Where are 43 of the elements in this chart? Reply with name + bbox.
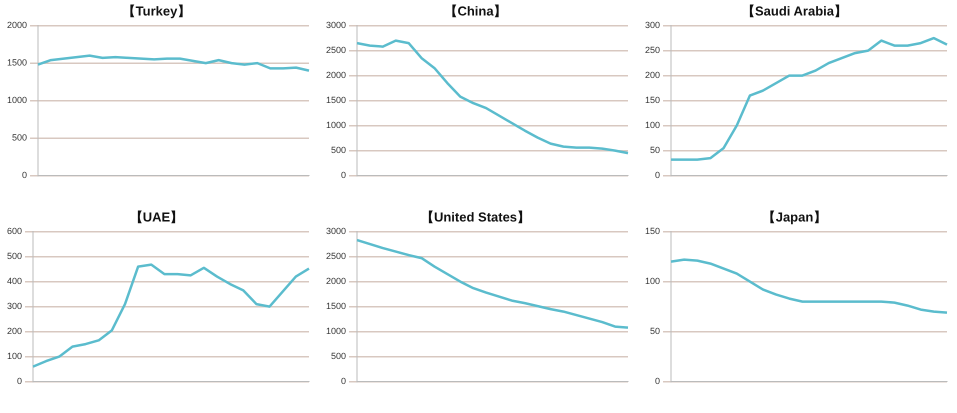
chart-title: 【United States】 [420, 209, 530, 224]
y-tick-label: 500 [330, 145, 346, 156]
y-tick-label: 2000 [6, 20, 28, 30]
y-tick-label: 400 [6, 276, 22, 286]
y-tick-label: 500 [12, 132, 28, 143]
chart-title: 【Saudi Arabia】 [742, 3, 847, 18]
y-tick-label: 1500 [326, 301, 346, 312]
y-tick-label: 100 [644, 120, 660, 130]
y-tick-label: 200 [644, 70, 660, 80]
y-tick-label: 50 [650, 145, 660, 156]
y-tick-label: 1000 [326, 120, 346, 130]
y-tick-label: 600 [6, 226, 22, 236]
y-tick-label: 0 [22, 170, 28, 180]
y-tick-label: 2500 [326, 45, 346, 56]
y-tick-label: 0 [341, 376, 346, 386]
y-tick-label: 1000 [6, 95, 28, 106]
y-tick-label: 1500 [6, 58, 28, 68]
y-tick-label: 1500 [326, 95, 346, 106]
y-tick-label: 300 [644, 20, 660, 30]
y-tick-label: 200 [6, 326, 22, 336]
y-tick-label: 2500 [326, 251, 346, 262]
y-tick-label: 150 [644, 226, 660, 236]
y-tick-label: 150 [644, 95, 660, 106]
y-tick-label: 2000 [326, 70, 346, 80]
y-tick-label: 0 [655, 170, 660, 180]
chart-title: 【China】 [444, 3, 507, 18]
y-tick-label: 2000 [326, 276, 346, 286]
y-tick-label: 1000 [326, 326, 346, 336]
chart-title: 【Turkey】 [122, 3, 190, 18]
y-tick-label: 100 [6, 351, 22, 362]
y-tick-label: 500 [6, 251, 22, 262]
y-tick-label: 0 [17, 376, 22, 386]
chart-title: 【Japan】 [762, 209, 826, 224]
y-tick-label: 100 [644, 276, 660, 286]
y-tick-label: 50 [650, 326, 660, 336]
y-tick-label: 0 [655, 376, 660, 386]
y-tick-label: 0 [341, 170, 346, 180]
y-tick-label: 250 [644, 45, 660, 56]
y-tick-label: 300 [6, 301, 22, 312]
y-tick-label: 3000 [326, 226, 346, 236]
chart-title: 【UAE】 [130, 209, 184, 224]
y-tick-label: 3000 [326, 20, 346, 30]
y-tick-label: 500 [330, 351, 346, 362]
